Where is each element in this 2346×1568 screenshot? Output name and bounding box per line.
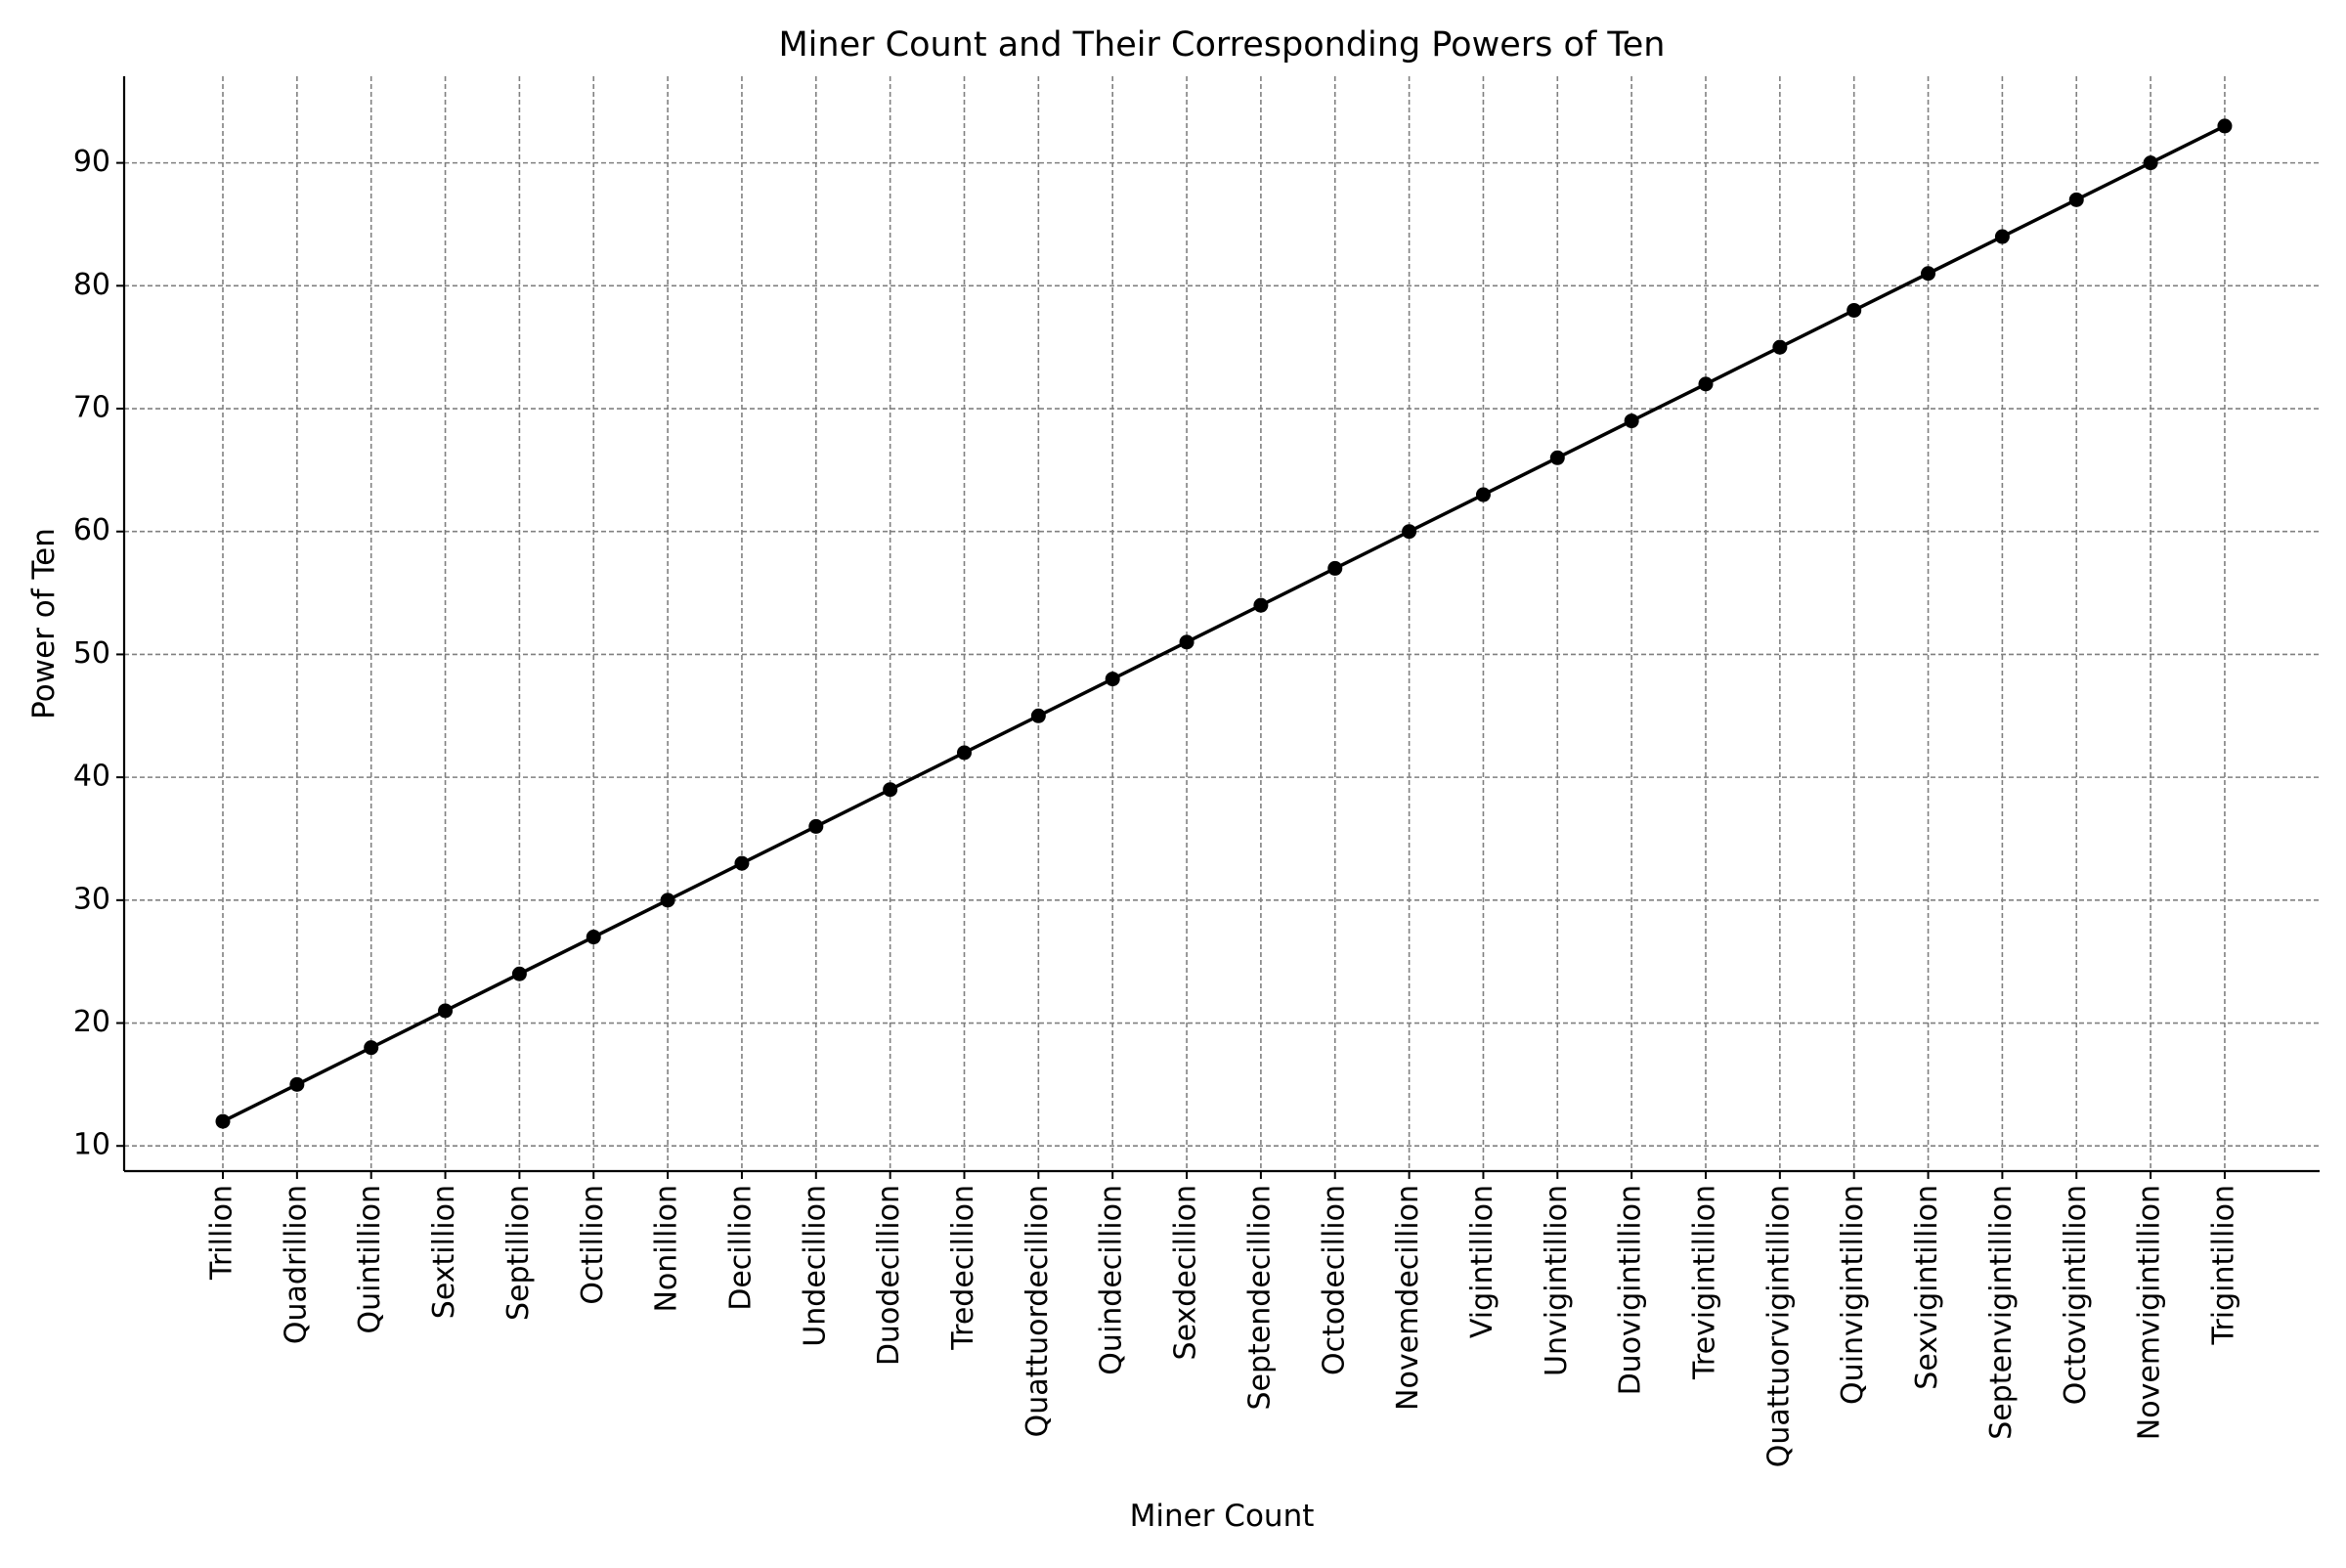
grid-layer	[124, 76, 2320, 1171]
y-tick-label: 50	[73, 636, 110, 671]
data-point	[1105, 672, 1120, 687]
y-tick-label: 10	[73, 1128, 110, 1162]
data-point	[957, 745, 972, 761]
data-point	[2068, 192, 2084, 207]
series-layer	[215, 118, 2233, 1129]
data-point	[883, 782, 898, 798]
data-point	[1179, 634, 1195, 650]
data-point	[1402, 524, 1417, 540]
x-tick-label: Unvigintillion	[1540, 1185, 1574, 1376]
y-tick-label: 90	[73, 145, 110, 179]
data-point	[364, 1040, 379, 1056]
data-point	[1846, 302, 1862, 318]
data-point	[511, 966, 527, 981]
label-layer: Miner Count and Their Corresponding Powe…	[26, 25, 1666, 1534]
series-line	[222, 124, 2226, 1123]
axes-layer: Trillion Quadrillion Quintillion Sextillion…	[73, 76, 2320, 1467]
data-point	[1921, 266, 1936, 282]
x-axis-label: Miner Count	[1130, 1499, 1315, 1534]
data-point	[1475, 487, 1491, 502]
data-point	[1772, 339, 1788, 355]
x-tick-label: Septendecillion	[1242, 1185, 1277, 1410]
data-point	[1624, 414, 1639, 429]
x-tick-label: Quattuorvigintillion	[1761, 1185, 1796, 1467]
x-tick-label: Trevigintillion	[1688, 1185, 1722, 1380]
data-point	[734, 855, 750, 871]
data-point	[660, 893, 675, 908]
x-tick-label: Decillion	[723, 1185, 758, 1311]
x-tick-label: Octillion	[576, 1185, 610, 1305]
y-tick-label: 40	[73, 760, 110, 794]
y-tick-label: 70	[73, 391, 110, 425]
x-tick-label: Sextillion	[427, 1185, 461, 1319]
x-tick-label: Quattuordecillion	[1021, 1185, 1055, 1437]
data-point	[2143, 155, 2158, 171]
data-point	[1549, 450, 1565, 465]
x-tick-label: Quindecillion	[1095, 1185, 1129, 1375]
x-tick-label: Nonillion	[650, 1185, 684, 1313]
y-axis-label: Power of Ten	[26, 528, 62, 719]
x-tick-label: Trillion	[205, 1185, 239, 1281]
y-tick-label: 80	[73, 268, 110, 302]
data-point	[1253, 597, 1269, 613]
x-tick-label: Undecillion	[798, 1185, 832, 1347]
data-point	[1698, 376, 1714, 392]
data-point	[586, 930, 601, 945]
x-tick-label: Octovigintillion	[2059, 1185, 2093, 1405]
x-tick-label: Vigintillion	[1465, 1185, 1499, 1338]
x-tick-label: Novemdecillion	[1391, 1185, 1425, 1411]
data-point	[215, 1113, 231, 1129]
y-tick-label: 60	[73, 513, 110, 547]
data-point	[438, 1003, 454, 1019]
x-tick-label: Sexvigintillion	[1910, 1185, 1944, 1390]
data-point	[1994, 229, 2010, 244]
x-tick-label: Quintillion	[353, 1185, 387, 1333]
data-point	[1327, 560, 1343, 576]
x-tick-label: Quinvigintillion	[1836, 1185, 1870, 1405]
x-tick-label: Tredecillion	[946, 1185, 980, 1351]
data-point	[1030, 708, 1046, 723]
data-point	[2217, 118, 2233, 134]
x-tick-label: Trigintillion	[2206, 1185, 2240, 1345]
x-tick-label: Sexdecillion	[1169, 1185, 1203, 1360]
y-tick-label: 30	[73, 882, 110, 916]
x-tick-label: Novemvigintillion	[2133, 1185, 2167, 1440]
y-tick-label: 20	[73, 1005, 110, 1039]
data-point	[808, 818, 824, 834]
x-tick-label: Septenvigintillion	[1984, 1185, 2019, 1440]
x-tick-label: Octodecillion	[1317, 1185, 1351, 1375]
x-tick-label: Quadrillion	[279, 1185, 313, 1344]
x-tick-label: Duovigintillion	[1614, 1185, 1648, 1395]
x-tick-label: Septillion	[501, 1185, 536, 1321]
data-point	[289, 1076, 305, 1092]
chart-title: Miner Count and Their Corresponding Powe…	[778, 25, 1665, 65]
x-tick-label: Duodecillion	[872, 1185, 906, 1366]
